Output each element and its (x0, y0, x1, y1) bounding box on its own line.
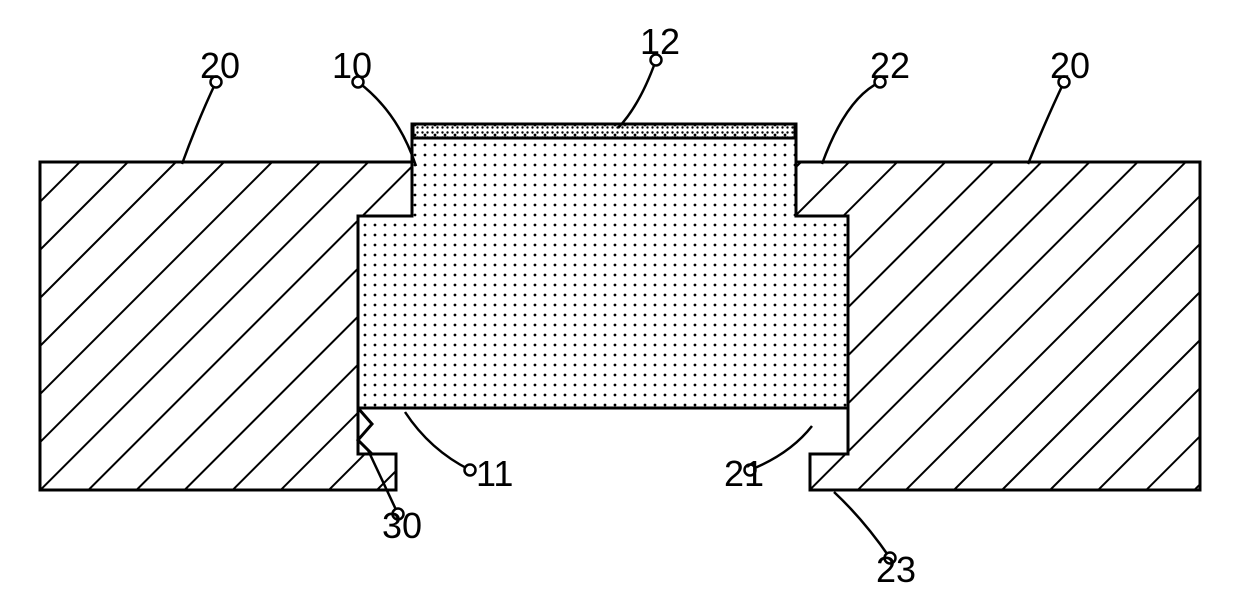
right-hatched-block (848, 162, 1200, 490)
left-hatched-block (40, 162, 358, 490)
dark-top-strip (413, 124, 795, 138)
stippled-core (358, 124, 848, 408)
right-top-notch (796, 162, 848, 216)
label-21: 21 (724, 453, 764, 494)
figure-svg: 12 10 22 20 20 11 21 30 23 (0, 0, 1239, 614)
label-23: 23 (876, 549, 916, 590)
left-top-notch (358, 162, 412, 216)
right-bottom-tab (810, 454, 848, 490)
label-10: 10 (332, 45, 372, 86)
label-20: 20 (200, 45, 240, 86)
label-30: 30 (382, 505, 422, 546)
label-22: 22 (870, 45, 910, 86)
label-20: 20 (1050, 45, 1090, 86)
label-11: 11 (476, 453, 513, 494)
zigzag-elastic (358, 408, 372, 454)
label-12: 12 (640, 21, 680, 62)
